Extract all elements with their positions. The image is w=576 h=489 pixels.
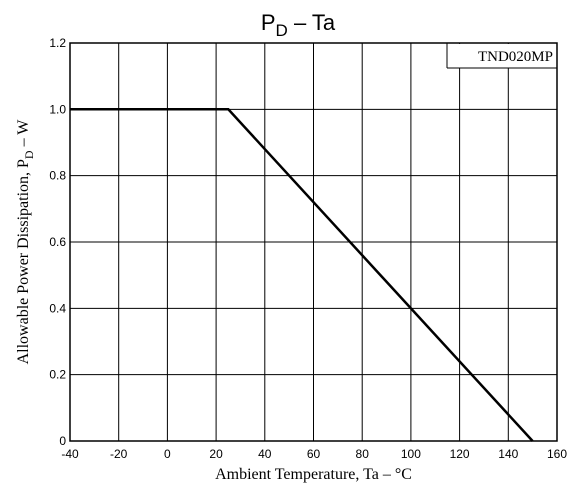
x-tick-label: 20 [209,447,223,461]
x-tick-label: 40 [258,447,272,461]
y-tick-label: 0 [59,434,66,448]
x-tick-label: 60 [307,447,321,461]
x-tick-label: 140 [498,447,518,461]
grid [70,43,557,441]
y-tick-labels: 0 0.2 0.4 0.6 0.8 1.0 1.2 [49,36,66,448]
y-tick-label: 1.2 [49,36,66,50]
y-tick-label: 0.6 [49,235,66,249]
y-tick-label: 0.8 [49,169,66,183]
x-tick-label: 80 [356,447,370,461]
x-tick-label: 160 [547,447,567,461]
series-layer [70,109,533,441]
x-tick-label: 0 [164,447,171,461]
chart-title: PD – Ta [261,10,336,40]
x-tick-label: -40 [61,447,79,461]
series-line [70,109,533,441]
x-axis-label: Ambient Temperature, Ta – °C [215,466,412,483]
y-tick-label: 1.0 [49,102,66,116]
y-axis-label: Allowable Power Dissipation, PD – W [15,119,36,365]
x-tick-label: -20 [110,447,128,461]
x-tick-labels: -40 -20 0 20 40 60 80 100 120 140 160 [61,447,567,461]
y-tick-label: 0.4 [49,301,66,315]
x-tick-label: 120 [450,447,470,461]
x-tick-label: 100 [401,447,421,461]
y-tick-label: 0.2 [49,368,66,382]
annotation-box: TND020MP [447,43,557,68]
annotation-label: TND020MP [478,49,553,65]
